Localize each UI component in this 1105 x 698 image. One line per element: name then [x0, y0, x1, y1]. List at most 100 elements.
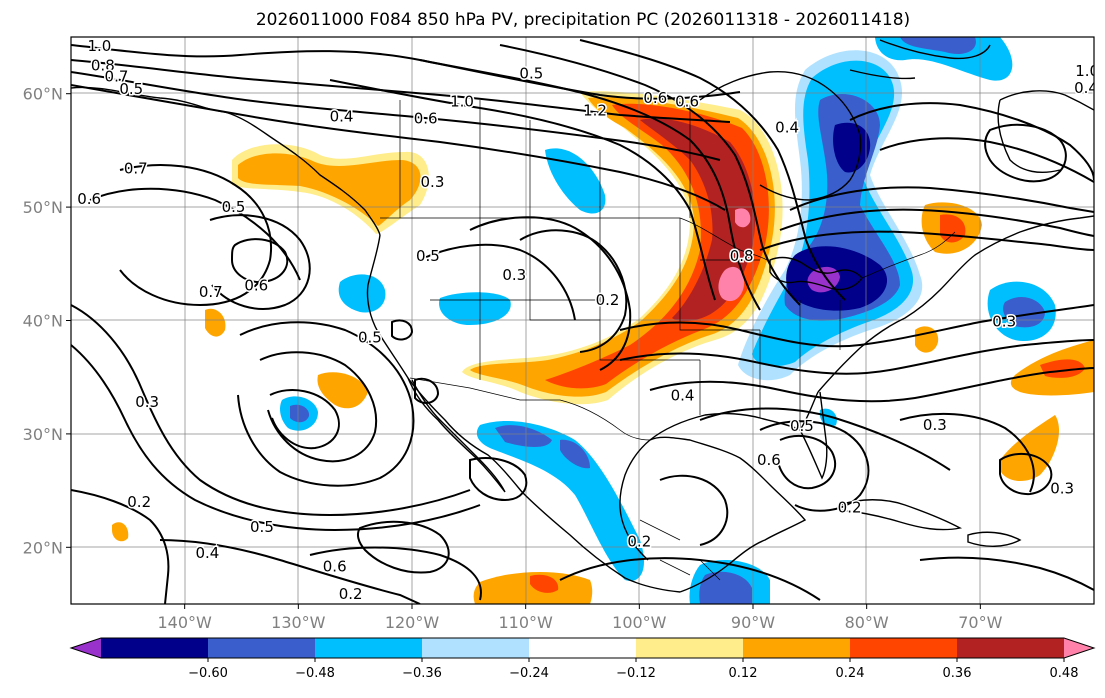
contour-line [759, 230, 1094, 251]
contour-line [759, 420, 870, 512]
pv-contours [71, 39, 1094, 604]
contour-line [849, 102, 1094, 181]
baja-coast [407, 377, 506, 493]
contour-label: 0.5 [250, 518, 274, 536]
contour-label: 0.2 [627, 533, 651, 551]
cuba-coast [839, 499, 963, 531]
contour-label: 0.4 [195, 544, 219, 562]
lat-tick-label: 60°N [23, 85, 63, 104]
contour-label: 0.6 [323, 558, 347, 576]
florida-coast [799, 391, 828, 480]
arctic-islands [849, 39, 991, 80]
contour-line [71, 84, 726, 211]
contour-label: 0.2 [127, 493, 151, 511]
contour-label: 0.5 [519, 64, 543, 82]
precip-cyan-patch [476, 420, 645, 581]
precip-cyan-patch [338, 274, 386, 313]
gulf-coast [619, 436, 807, 593]
contour-label: 0.2 [339, 585, 363, 603]
contour-line [119, 164, 272, 307]
contour-line [356, 520, 450, 574]
contour-label: 0.8 [730, 247, 754, 265]
colorbar-outline [69, 637, 1096, 659]
precip-orange-patch [473, 571, 593, 604]
precip-navy-patch [833, 122, 871, 173]
contour-label: 0.5 [416, 247, 440, 265]
contour-line [649, 367, 1094, 403]
contour-line [71, 489, 170, 604]
precip-cyan-patch [875, 37, 1013, 81]
contour-label: 0.6 [757, 451, 781, 469]
lat-tick-label: 40°N [23, 312, 63, 331]
central-america-borders [639, 519, 721, 581]
great-lakes [769, 256, 863, 291]
contour-label: 0.3 [502, 266, 526, 284]
political-borders [380, 100, 956, 581]
precip-orange-patch [112, 522, 129, 542]
contour-label: 0.6 [77, 190, 101, 208]
lon-tick-label: 120°W [385, 613, 440, 632]
contour-line [699, 407, 951, 471]
contour-line [391, 319, 414, 341]
lon-tick-label: 130°W [271, 613, 326, 632]
longitude-axis: 140°W 130°W 120°W 110°W 100°W 90°W 80°W 70°W [157, 604, 1003, 632]
colorbar-tick-label: −0.48 [295, 666, 335, 681]
contour-line [259, 351, 378, 463]
contour-label: 0.7 [199, 283, 223, 301]
colorbar-extend-low [71, 638, 101, 658]
colorbar-segment [743, 638, 851, 658]
contour-line [659, 474, 729, 546]
colorbar-tick-label: 0.12 [729, 666, 758, 681]
canada-province-lines [399, 100, 691, 218]
precip-orange-patch [1000, 415, 1060, 482]
contour-label: 0.3 [1050, 479, 1074, 497]
contour-line [879, 137, 1094, 183]
precip-orange-patch [238, 153, 421, 226]
contour-line [71, 59, 731, 123]
contour-line [309, 546, 482, 601]
contour-label: 0.4 [1074, 79, 1098, 97]
lat-tick-label: 20°N [23, 538, 63, 557]
contour-line [419, 59, 761, 311]
contour-line [71, 44, 741, 100]
greenland-coast [997, 90, 1094, 173]
contour-label: 0.4 [671, 386, 695, 404]
colorbar-extend-high [1064, 638, 1094, 658]
contour-label: 0.4 [330, 107, 354, 125]
west-coast [366, 234, 681, 593]
colorbar-segment [101, 638, 209, 658]
contour-line [619, 304, 1094, 348]
lon-tick-label: 100°W [612, 613, 667, 632]
contour-label: 0.7 [124, 160, 148, 178]
contour-line [899, 412, 1035, 493]
contour-label: 0.2 [596, 291, 620, 309]
precip-blue-patch [495, 425, 552, 447]
lon-tick-label: 80°W [845, 613, 889, 632]
colorbar-segment [850, 638, 958, 658]
contour-line [999, 452, 1053, 496]
contour-label: 0.5 [358, 329, 382, 347]
colorbar-segment [422, 638, 530, 658]
colorbar-segment [636, 638, 744, 658]
contour-line [414, 377, 440, 404]
lon-tick-label: 110°W [498, 613, 553, 632]
contour-line [519, 229, 628, 353]
contour-label: 0.6 [244, 276, 268, 294]
precip-red-patch [1040, 359, 1085, 378]
contour-label: 0.5 [119, 80, 143, 98]
colorbar-tick-label: −0.36 [402, 666, 442, 681]
contour-label: 1.0 [450, 93, 474, 111]
contour-line [71, 344, 481, 532]
contour-label: 0.5 [790, 417, 814, 435]
contour-line [779, 208, 1094, 237]
precip-orange-patch [317, 372, 368, 409]
colorbar-tick-label: 0.36 [943, 666, 972, 681]
colorbar: −0.60 −0.48 −0.36 −0.24 −0.12 0.12 0.24 0.36 0.4… [69, 637, 1096, 681]
precip-orange-patch [205, 308, 226, 337]
contour-label: 0.7 [105, 68, 129, 86]
colorbar-tick-label: 0.48 [1050, 666, 1079, 681]
contour-line [579, 39, 846, 301]
colorbar-segment [957, 638, 1065, 658]
colorbar-segment [529, 638, 637, 658]
